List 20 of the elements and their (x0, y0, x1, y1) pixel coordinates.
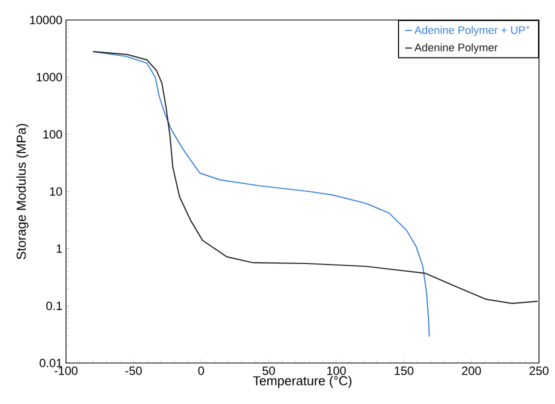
x-tick-label: -50 (125, 366, 142, 375)
y-tick-label: 1 (56, 244, 62, 253)
y-axis-title: Storage Modulus (MPa) (16, 124, 28, 260)
y-tick-label: 0.1 (46, 302, 62, 310)
y-tick-label: 10000 (30, 16, 62, 24)
x-tick-label: 150 (394, 366, 414, 375)
x-tick-label: 200 (462, 366, 481, 375)
legend-label: Adenine Polymer + UP$^{+}$ (414, 25, 530, 36)
x-tick-label: 0 (198, 366, 204, 375)
y-tick-label: 10 (50, 187, 62, 196)
x-tick-label: -100 (54, 366, 78, 375)
x-axis-title: Temperature (°C) (253, 376, 352, 388)
x-tick-label: 250 (530, 366, 549, 375)
line-series (92, 51, 430, 338)
x-tick-label: 100 (327, 366, 346, 375)
y-tick-label: 100 (43, 130, 62, 139)
y-tick-label: 1000 (36, 72, 62, 82)
y-tick-label: 0.01 (40, 358, 62, 368)
x-tick-label: 50 (262, 366, 275, 375)
legend-label: Adenine Polymer (414, 43, 498, 54)
